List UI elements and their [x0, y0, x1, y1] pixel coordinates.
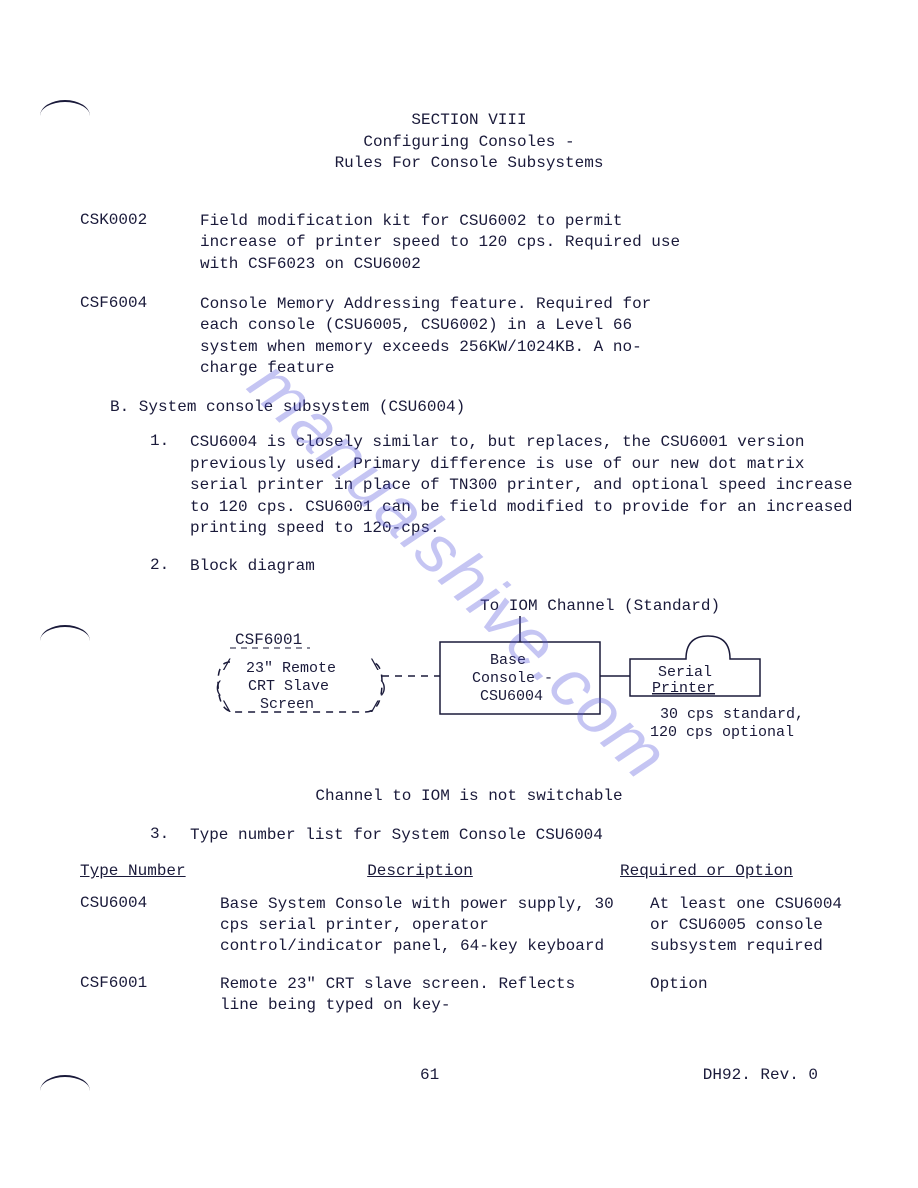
list-item: 2. Block diagram	[150, 556, 858, 578]
definition-row: CSK0002 Field modification kit for CSU60…	[80, 211, 858, 276]
diagram-serial-line1: Serial	[658, 664, 712, 681]
page-number: 61	[420, 1066, 439, 1084]
table-cell: CSU6004	[80, 894, 220, 956]
diagram-csf-label: CSF6001	[235, 631, 302, 649]
type-number-table: Type Number Description Required or Opti…	[80, 862, 858, 1016]
document-page: manualshive.com SECTION VIII Configuring…	[0, 0, 918, 1124]
svg-text:\: \	[370, 657, 380, 675]
section-heading: B. System console subsystem (CSU6004)	[110, 398, 858, 416]
table-header: Required or Option	[620, 862, 793, 880]
diagram-svg: To IOM Channel (Standard) CSF6001 23" Re…	[80, 594, 860, 754]
diagram-remote-line3: Screen	[260, 696, 314, 713]
svg-text:/: /	[222, 657, 232, 675]
definition-text: Field modification kit for CSU6002 to pe…	[200, 211, 858, 276]
table-cell: Option	[650, 974, 858, 1016]
table-header-row: Type Number Description Required or Opti…	[80, 862, 858, 880]
table-header: Description	[367, 862, 473, 880]
diagram-serial-line2: Printer	[652, 680, 715, 697]
diagram-base-line2: Console -	[472, 670, 553, 687]
svg-text:): )	[378, 679, 388, 697]
diagram-iom-label: To IOM Channel (Standard)	[480, 597, 720, 615]
page-header: SECTION VIII Configuring Consoles - Rule…	[80, 110, 858, 175]
table-row: CSF6001 Remote 23" CRT slave screen. Ref…	[80, 974, 858, 1016]
page-footer: 61 DH92. Rev. 0	[80, 1066, 858, 1084]
list-item: 1. CSU6004 is closely similar to, but re…	[150, 432, 858, 540]
diagram-base-line1: Base	[490, 652, 526, 669]
svg-text:\: \	[222, 699, 232, 717]
table-cell: At least one CSU6004 or CSU6005 console …	[650, 894, 858, 956]
item-number: 3.	[150, 825, 190, 847]
diagram-speed-line2: 120 cps optional	[650, 724, 794, 741]
item-number: 2.	[150, 556, 190, 578]
header-subtitle: Rules For Console Subsystems	[80, 153, 858, 175]
list-item: 3. Type number list for System Console C…	[150, 825, 858, 847]
block-diagram: To IOM Channel (Standard) CSF6001 23" Re…	[80, 594, 858, 805]
table-header: Type Number	[80, 862, 186, 880]
svg-text:/: /	[370, 699, 380, 717]
item-text: Type number list for System Console CSU6…	[190, 825, 858, 847]
diagram-base-line3: CSU6004	[480, 688, 543, 705]
revision-label: DH92. Rev. 0	[703, 1066, 818, 1084]
item-text: Block diagram	[190, 556, 858, 578]
table-cell: CSF6001	[80, 974, 220, 1016]
svg-text:(: (	[214, 679, 224, 697]
definition-code: CSF6004	[80, 294, 200, 380]
definition-code: CSK0002	[80, 211, 200, 276]
diagram-remote-line1: 23" Remote	[246, 660, 336, 677]
diagram-caption: Channel to IOM is not switchable	[80, 787, 858, 805]
item-text: CSU6004 is closely similar to, but repla…	[190, 432, 858, 540]
definition-row: CSF6004 Console Memory Addressing featur…	[80, 294, 858, 380]
diagram-remote-line2: CRT Slave	[248, 678, 329, 695]
table-row: CSU6004 Base System Console with power s…	[80, 894, 858, 956]
header-title: Configuring Consoles -	[80, 132, 858, 154]
table-cell: Base System Console with power supply, 3…	[220, 894, 650, 956]
table-cell: Remote 23" CRT slave screen. Reflects li…	[220, 974, 650, 1016]
item-number: 1.	[150, 432, 190, 540]
header-section: SECTION VIII	[80, 110, 858, 132]
definition-text: Console Memory Addressing feature. Requi…	[200, 294, 858, 380]
diagram-speed-line1: 30 cps standard,	[660, 706, 804, 723]
